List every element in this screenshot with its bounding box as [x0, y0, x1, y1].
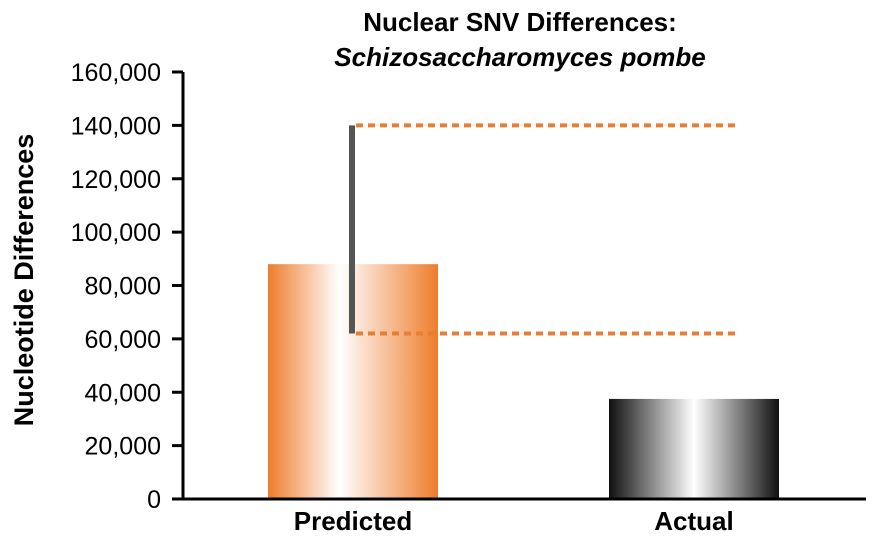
x-category-label: Predicted — [294, 506, 413, 536]
y-tick-label: 100,000 — [71, 219, 161, 247]
y-tick-label: 120,000 — [71, 166, 161, 194]
bars-group — [268, 264, 779, 499]
predicted-range-group — [349, 123, 737, 336]
y-tick-label: 40,000 — [85, 379, 161, 407]
y-tick-label: 80,000 — [85, 273, 161, 301]
y-tick-label: 60,000 — [85, 326, 161, 354]
y-tick-label: 140,000 — [71, 112, 161, 140]
y-axis-ticks: 0 20,000 40,000 60,000 80,000 100,000 120,000 1… — [71, 59, 183, 514]
bar-actual — [609, 398, 779, 499]
chart-title: Nuclear SNV Differences: — [363, 7, 677, 37]
x-axis-labels: Predicted Actual — [294, 506, 734, 536]
y-tick-label: 160,000 — [71, 59, 161, 87]
y-tick-label: 0 — [147, 486, 161, 514]
x-category-label: Actual — [654, 506, 733, 536]
chart-subtitle: Schizosaccharomyces pombe — [334, 42, 705, 72]
y-tick-label: 20,000 — [85, 433, 161, 461]
y-axis-title: Nucleotide Differences — [9, 134, 39, 427]
